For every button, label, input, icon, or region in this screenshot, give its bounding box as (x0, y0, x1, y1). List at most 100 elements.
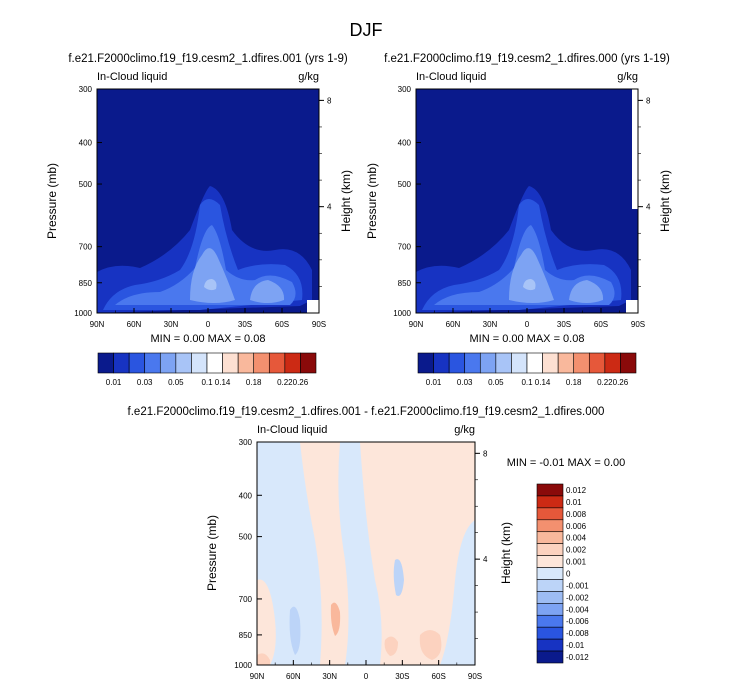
panel-3-colorbar-label: -0.001 (566, 581, 589, 590)
panel-3-colorbar-label: 0.001 (566, 558, 587, 567)
panel-3-colorbar-box (536, 483, 564, 497)
panel-1-colorbar-box (113, 352, 130, 374)
panel-3-x-tick-label: 90N (250, 672, 265, 681)
panel-3-positive-patch-3 (384, 636, 398, 656)
panel-3-colorbar-label: 0.008 (566, 510, 587, 519)
panel-1-colorbar-label: 0.14 (215, 378, 231, 387)
panel-3-positive-band-3 (257, 579, 276, 665)
panel-3-colorbar-box (536, 638, 564, 652)
panel-1-y-tick-label: 1000 (74, 309, 92, 318)
panel-2-x-tick-label: 0 (525, 320, 530, 329)
panel-3-colorbar-label: 0 (566, 570, 571, 579)
panel-2-missing-topography (626, 300, 638, 313)
panel-2-x-tick-label: 90S (631, 320, 645, 329)
panel-1-y-tick-label: 500 (79, 180, 93, 189)
panel-1-x-tick-label: 30S (238, 320, 252, 329)
panel-3-x-tick-label: 60S (432, 672, 446, 681)
panel-1-colorbar-box (253, 352, 270, 374)
panel-3-colorbar-box (536, 591, 564, 604)
panel-2-ylabel: Pressure (mb) (365, 163, 379, 239)
panel-1-colorbar-label: 0.1 (201, 378, 213, 387)
panel-3-y2-tick-label: 8 (483, 449, 488, 458)
panel-1-y-tick-label: 700 (79, 243, 93, 252)
panel-2-y-tick-label: 300 (398, 85, 412, 94)
panel-2-missing-upper-right (632, 89, 638, 209)
panel-3-colorbar-box (536, 543, 564, 556)
panel-1-x-tick-label: 90S (312, 320, 326, 329)
panel-2-colorbar-box (433, 352, 450, 374)
panel-3-x-tick-label: 0 (364, 672, 369, 681)
panel-1-units-label: g/kg (298, 71, 319, 83)
panel-3-colorbar-box (536, 495, 564, 509)
panel-2-colorbar: 0.01 0.03 0.05 0.1 0.14 0.18 0.22 0.26 (417, 352, 637, 387)
panel-1-axes: 90N 60N 30N 0 30S 60S 90S 300 400 500 700 850 1000 8 4 (74, 85, 332, 329)
panel-2-x-tick-label: 30N (483, 320, 498, 329)
panel-3-colorbar: 0.012 0.01 0.008 0.006 0.004 0.002 0.001 0 -0.00… (536, 483, 589, 664)
panel-3-colorbar-label: -0.01 (566, 641, 585, 650)
panel-1-colorbar-label: 0.22 (277, 378, 293, 387)
panel-3-colorbar-box (536, 650, 564, 664)
panel-1-colorbar-box (237, 352, 255, 374)
panel-3-y2label: Height (km) (499, 522, 513, 584)
panel-2-colorbar-label: 0.03 (457, 378, 473, 387)
panel-1-missing-topography (307, 300, 319, 313)
panel-3-x-tick-label: 90S (468, 672, 482, 681)
panel-2-x-tick-label: 90N (409, 320, 424, 329)
panel-3-plot-area (257, 442, 475, 665)
panel-3-x-tick-label: 30S (395, 672, 409, 681)
panel-1-colorbar: 0.01 0.03 0.05 0.1 0.14 0.18 0.22 0.26 (97, 352, 317, 387)
panel-3-colorbar-label: -0.002 (566, 593, 589, 602)
panel-1-y2-tick-label: 8 (327, 96, 332, 105)
panel-2-colorbar-label: 0.22 (597, 378, 613, 387)
panel-1-colorbar-box (268, 352, 286, 374)
panel-1-colorbar-box (128, 352, 146, 374)
panel-2-contour-0.14 (523, 279, 536, 291)
panel-2-stats: MIN = 0.00 MAX = 0.08 (470, 333, 585, 345)
panel-3-y-tick-label: 850 (239, 631, 253, 640)
panel-2-plot-area (416, 89, 638, 313)
panel-3-y2-tick-label: 4 (483, 555, 488, 564)
panel-2-colorbar-label: 0.05 (488, 378, 504, 387)
panel-2-colorbar-box (557, 352, 575, 374)
panel-2-colorbar-box (448, 352, 466, 374)
panel-2-colorbar-label: 0.14 (535, 378, 551, 387)
panel-3-stats: MIN = -0.01 MAX = 0.00 (507, 457, 626, 469)
panel-1-x-tick-label: 60S (275, 320, 289, 329)
panel-3: f.e21.F2000climo.f19_f19.cesm2_1.dfires.… (128, 406, 626, 681)
panel-2-y2-tick-label: 4 (646, 203, 651, 212)
panel-3-axes: 90N 60N 30N 0 30S 60S 90S 300 400 500 700 850 1000 8 4 (234, 438, 488, 681)
panel-2-colorbar-label: 0.1 (521, 378, 533, 387)
panel-2-colorbar-box (495, 352, 512, 374)
panel-2-x-tick-label: 30S (557, 320, 571, 329)
panel-2-colorbar-label: 0.18 (566, 378, 582, 387)
panel-3-negative-patch-2 (393, 559, 404, 596)
panel-3-positive-patch-1 (330, 602, 341, 636)
panel-3-colorbar-box (536, 579, 564, 592)
panel-2-axes: 90N 60N 30N 0 30S 60S 90S 300 400 500 700 850 1000 8 4 (393, 85, 651, 329)
panel-1-y-tick-label: 400 (79, 139, 93, 148)
panel-3-colorbar-label: 0.002 (566, 546, 587, 555)
figure-title: DJF (350, 20, 383, 40)
panel-2-y-tick-label: 1000 (393, 309, 411, 318)
panel-2-colorbar-box (542, 352, 559, 374)
panel-2-colorbar-box (526, 352, 543, 374)
panel-3-negative-patch-1 (289, 606, 301, 655)
panel-2-y-tick-label: 400 (398, 139, 412, 148)
panel-1-y-tick-label: 300 (79, 85, 93, 94)
panel-3-positive-patch-2 (419, 630, 442, 660)
panel-3-colorbar-label: 0.01 (566, 498, 582, 507)
panel-3-y-tick-label: 1000 (234, 661, 252, 670)
panel-2-colorbar-box (511, 352, 528, 374)
panel-1-colorbar-label: 0.18 (246, 378, 262, 387)
panel-3-y-tick-label: 400 (239, 491, 253, 500)
panel-2-y-tick-label: 500 (398, 180, 412, 189)
panel-3-colorbar-label: -0.006 (566, 617, 589, 626)
panel-2-x-tick-label: 60N (446, 320, 461, 329)
panel-1-y2-tick-label: 4 (327, 203, 332, 212)
panel-1-x-tick-label: 90N (90, 320, 105, 329)
panel-2-y-tick-label: 850 (398, 279, 412, 288)
panel-3-positive-patch-4 (257, 653, 270, 665)
panel-2-colorbar-box (588, 352, 606, 374)
panel-2-colorbar-box (604, 352, 621, 374)
panel-2-colorbar-box (620, 352, 637, 374)
